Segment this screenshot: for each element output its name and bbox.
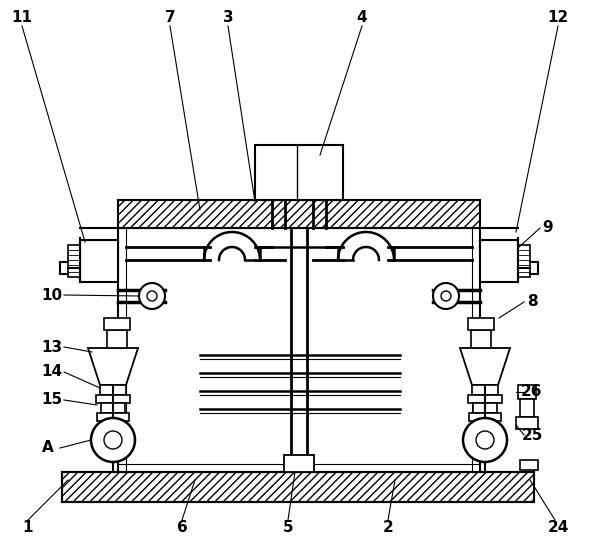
Bar [518,245,530,277]
Bar [480,240,518,282]
Text: 5: 5 [283,520,293,536]
Text: 15: 15 [42,393,62,407]
Circle shape [433,283,459,309]
Bar [469,413,501,421]
Bar [107,330,127,348]
Bar [284,455,314,472]
Circle shape [91,418,135,462]
Bar [255,145,343,200]
Bar [97,413,129,421]
Bar [118,228,480,472]
Text: 8: 8 [527,294,537,310]
Bar [468,395,502,403]
Text: 24: 24 [547,520,569,536]
Bar [468,318,494,330]
Polygon shape [88,348,138,385]
Text: 25: 25 [521,428,543,442]
Circle shape [139,283,165,309]
Text: 11: 11 [11,10,33,26]
Bar [80,240,118,282]
Text: A: A [42,441,54,455]
Text: 3: 3 [223,10,233,26]
Circle shape [476,431,494,449]
Text: 10: 10 [42,288,62,302]
Bar [516,417,538,429]
Bar [520,399,534,417]
Circle shape [147,291,157,301]
Polygon shape [460,348,510,385]
Bar [100,385,126,395]
Bar [472,385,498,395]
Circle shape [104,431,122,449]
Bar [118,200,480,228]
Text: 12: 12 [547,10,569,26]
Bar [104,318,130,330]
Text: 2: 2 [383,520,393,536]
Text: 6: 6 [177,520,187,536]
Bar [520,460,538,470]
Bar [96,395,130,403]
Text: 7: 7 [165,10,176,26]
Bar [471,330,491,348]
Bar [68,245,80,277]
Bar [518,385,536,399]
Text: 9: 9 [543,221,553,235]
Bar [62,472,534,502]
Text: 13: 13 [42,340,62,354]
Bar [101,403,125,413]
Text: 26: 26 [521,384,543,400]
Text: 1: 1 [23,520,33,536]
Circle shape [463,418,507,462]
Circle shape [441,291,451,301]
Text: 4: 4 [356,10,367,26]
Bar [473,403,497,413]
Text: 14: 14 [42,365,62,379]
